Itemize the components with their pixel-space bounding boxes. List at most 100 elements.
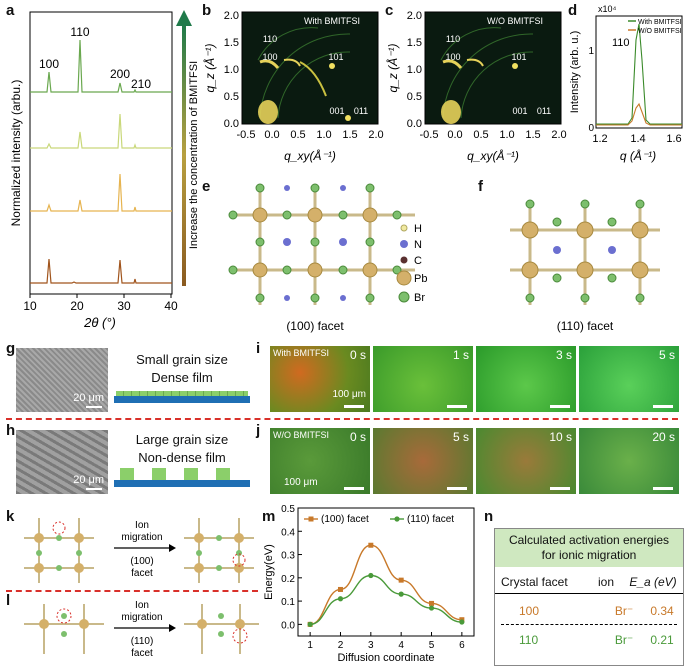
b-peak-101: 101 (328, 52, 343, 62)
a-xlabel: 2θ (°) (83, 315, 116, 330)
n-row0-energy: 0.34 (650, 604, 674, 618)
m-ytick-label: 0.3 (281, 551, 295, 562)
m-ytick-label: 0.0 (281, 620, 295, 631)
e-legend-br: Br (414, 292, 425, 304)
panel-label-k: k (6, 508, 15, 525)
h-grain-1 (120, 468, 134, 480)
panel-l-migration: Ion migration (110) facet (24, 600, 259, 659)
n-row1-ion: Br⁻ (614, 633, 634, 647)
j-tag: W/O BMITFSI (273, 430, 329, 440)
m-point (337, 596, 344, 602)
d-legend-with: With BMITFSI (638, 19, 682, 26)
j-frame-3: 20 s (579, 428, 679, 494)
i-scale-bar-2 (550, 405, 570, 408)
i-time-3: 5 s (658, 348, 675, 362)
m-ytick-label: 0.5 (281, 504, 295, 515)
n-row1-energy: 0.21 (650, 633, 674, 647)
n-col-facet: Crystal facet (501, 575, 568, 589)
a-arrow-label: Increase the concentration of BMITFSI (188, 61, 200, 249)
a-xtick-2: 30 (117, 299, 131, 313)
i-frame-2: 3 s (476, 346, 576, 412)
b-xtick-4: 1.5 (342, 129, 357, 141)
panel-d-linecut: x10⁴ With BMITFSI W/O BMITFSI 110 0 1 1.… (569, 4, 683, 163)
g-caption-line1: Small grain size (136, 352, 228, 367)
c-xtick-0: -0.5 (420, 129, 439, 141)
m-point (429, 600, 435, 606)
j-time-0: 0 s (349, 430, 366, 444)
i-time-2: 3 s (555, 348, 572, 362)
j-scale-bar-3 (653, 487, 673, 490)
m-point (307, 621, 313, 627)
d-ytick-1: 1 (588, 46, 594, 57)
l-text-3: facet (131, 648, 153, 659)
d-ylabel: Intensity (arb. u.) (569, 31, 581, 114)
j-time-2: 10 s (549, 430, 572, 444)
panel-label-d: d (568, 2, 578, 19)
f-caption: (110) facet (557, 319, 614, 333)
b-xtick-3: 1.0 (316, 129, 331, 141)
a-peak-100: 100 (39, 57, 59, 71)
b-peak-011: 011 (354, 106, 368, 116)
b-xtick-5: 2.0 (368, 129, 383, 141)
d-xlabel: q (Å⁻¹) (620, 148, 656, 163)
a-xtick-0: 10 (23, 299, 37, 313)
b-peak-001: 001 (329, 106, 344, 116)
arrow-head-icon (176, 10, 192, 26)
panel-label-f: f (478, 178, 483, 195)
j-time-3: 20 s (652, 430, 675, 444)
n-table-title: Calculated activation energies for ionic… (495, 529, 683, 567)
m-series-line-1 (310, 574, 462, 626)
m-legend-marker (308, 516, 314, 522)
h-grain-3 (184, 468, 198, 480)
i-time-0: 0 s (349, 348, 366, 362)
c-peak-001: 001 (512, 106, 527, 116)
b-xtick-2: 0.5 (290, 129, 305, 141)
k-text-0: Ion (135, 520, 149, 531)
m-point (368, 572, 374, 579)
c-peak-101: 101 (511, 52, 526, 62)
d-xtick-2: 1.6 (666, 133, 681, 145)
a-peak-210: 210 (131, 77, 151, 91)
m-xtick-label: 3 (368, 640, 374, 651)
h-scale-bar (86, 488, 102, 490)
n-col-energy: E_a (eV) (629, 575, 677, 589)
j-scale-bar (344, 487, 364, 490)
c-xtick-2: 0.5 (473, 129, 488, 141)
h-caption-line2: Non-dense film (138, 450, 226, 465)
m-point (368, 542, 374, 548)
b-legend: With BMITFSI (304, 16, 360, 26)
b-xlabel: q_xy(Å⁻¹) (284, 148, 336, 163)
g-substrate (114, 396, 250, 403)
panel-label-n: n (484, 508, 494, 525)
xrd-trace-1 (30, 258, 172, 284)
g-sem-image: 20 μm (16, 348, 108, 412)
c-ytick-0: 0.0 (407, 118, 422, 130)
l-after-structure (184, 604, 259, 654)
a-peak-110: 110 (70, 25, 89, 39)
panel-label-j: j (256, 422, 261, 439)
m-legend-label: (110) facet (407, 514, 454, 525)
c-peak-011: 011 (537, 106, 551, 116)
c-xtick-4: 1.5 (525, 129, 540, 141)
j-scale-bar-2 (550, 487, 570, 490)
table-row: 100 Br⁻ 0.34 (495, 594, 683, 624)
i-frame-1: 1 s (373, 346, 473, 412)
m-point (428, 605, 435, 611)
l-text-0: Ion (135, 600, 149, 611)
panel-label-h: h (6, 422, 16, 439)
panel-e-structure: H N C Pb Br (100) facet (228, 183, 427, 333)
n-row-divider (501, 624, 677, 625)
c-xtick-1: 0.0 (447, 129, 462, 141)
b-peak-110: 110 (263, 34, 277, 44)
m-xtick-label: 2 (338, 640, 344, 651)
d-peak-label: 110 (612, 37, 630, 49)
n-row0-ion: Br⁻ (614, 604, 634, 618)
panel-b-giwaxs: With BMITFSI 110 100 101 001 011 0.0 0.5… (202, 10, 384, 163)
panel-f-structure: (110) facet (510, 199, 660, 333)
k-before-structure (24, 518, 94, 583)
a-xtick-3: 40 (164, 299, 178, 313)
i-scale-bar-1 (447, 405, 467, 408)
panel-label-a: a (6, 2, 15, 19)
e-caption: (100) facet (286, 319, 344, 333)
c-ytick-4: 2.0 (407, 10, 422, 22)
